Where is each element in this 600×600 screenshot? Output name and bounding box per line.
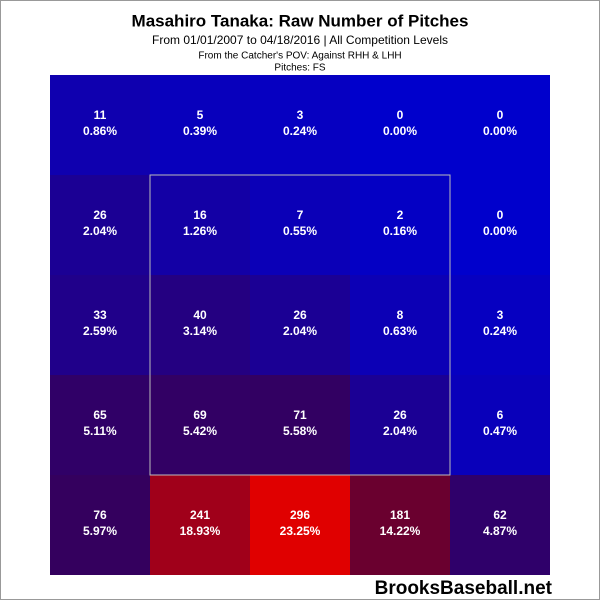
count-label: 0 [497,108,504,122]
percent-label: 5.97% [83,524,117,538]
cell [450,175,550,275]
cell [450,275,550,375]
count-label: 65 [93,408,107,422]
count-label: 2 [397,208,404,222]
count-label: 3 [297,108,304,122]
percent-label: 0.47% [483,424,517,438]
percent-label: 0.39% [183,124,217,138]
cell [50,75,150,175]
count-label: 26 [393,408,407,422]
cell [150,275,250,375]
count-label: 296 [290,508,310,522]
percent-label: 0.24% [283,124,317,138]
percent-label: 1.26% [183,224,217,238]
count-label: 40 [193,308,207,322]
percent-label: 4.87% [483,524,517,538]
cell [350,275,450,375]
count-label: 5 [197,108,204,122]
percent-label: 0.00% [383,124,417,138]
cell [450,475,550,575]
count-label: 11 [94,108,107,122]
count-label: 16 [193,208,207,222]
cell [350,175,450,275]
count-label: 33 [93,308,107,322]
count-label: 62 [493,508,507,522]
note: From the Catcher's POV: Against RHH & LH… [198,51,401,62]
strike-zone [149,174,451,476]
cell [450,375,550,475]
cell [350,75,450,175]
percent-label: 0.55% [283,224,317,238]
percent-label: 2.59% [83,324,117,338]
cell [250,75,350,175]
percent-label: 18.93% [180,524,221,538]
percent-label: 5.58% [283,424,317,438]
cell [350,475,450,575]
chart-subtitle: From 01/01/2007 to 04/18/2016 | All Comp… [152,33,448,47]
count-label: 0 [497,208,504,222]
cell [250,375,350,475]
percent-label: 5.11% [83,424,117,438]
cell [250,275,350,375]
cell [150,175,250,275]
cell [50,175,150,275]
percent-label: 3.14% [183,324,217,338]
percent-label: 14.22% [380,524,421,538]
cell [350,375,450,475]
cell [50,275,150,375]
percent-label: 2.04% [383,424,417,438]
cell [50,475,150,575]
percent-label: 0.24% [483,324,517,338]
percent-label: 0.00% [483,124,517,138]
cell [50,375,150,475]
percent-label: 0.86% [83,124,117,138]
percent-label: 23.25% [280,524,321,538]
heatmap: 110.86%50.39%30.24%00.00%00.00%262.04%16… [50,75,550,575]
percent-label: 5.42% [183,424,217,438]
chart-title: Masahiro Tanaka: Raw Number of Pitches [132,11,469,30]
note: Pitches: FS [274,63,325,74]
count-label: 0 [397,108,404,122]
count-label: 6 [497,408,504,422]
percent-label: 0.63% [383,324,417,338]
percent-label: 2.04% [283,324,317,338]
cell [250,175,350,275]
count-label: 26 [293,308,307,322]
cell [150,75,250,175]
count-label: 7 [297,208,304,222]
count-label: 71 [293,408,307,422]
percent-label: 2.04% [83,224,117,238]
cell [250,475,350,575]
watermark: BrooksBaseball.net [375,578,553,599]
cell [150,375,250,475]
percent-label: 0.16% [383,224,417,238]
count-label: 76 [93,508,107,522]
count-label: 181 [390,508,410,522]
count-label: 8 [397,308,404,322]
count-label: 3 [497,308,504,322]
count-label: 241 [190,508,210,522]
percent-label: 0.00% [483,224,517,238]
count-label: 69 [193,408,207,422]
cell [150,475,250,575]
count-label: 26 [93,208,107,222]
cell [450,75,550,175]
